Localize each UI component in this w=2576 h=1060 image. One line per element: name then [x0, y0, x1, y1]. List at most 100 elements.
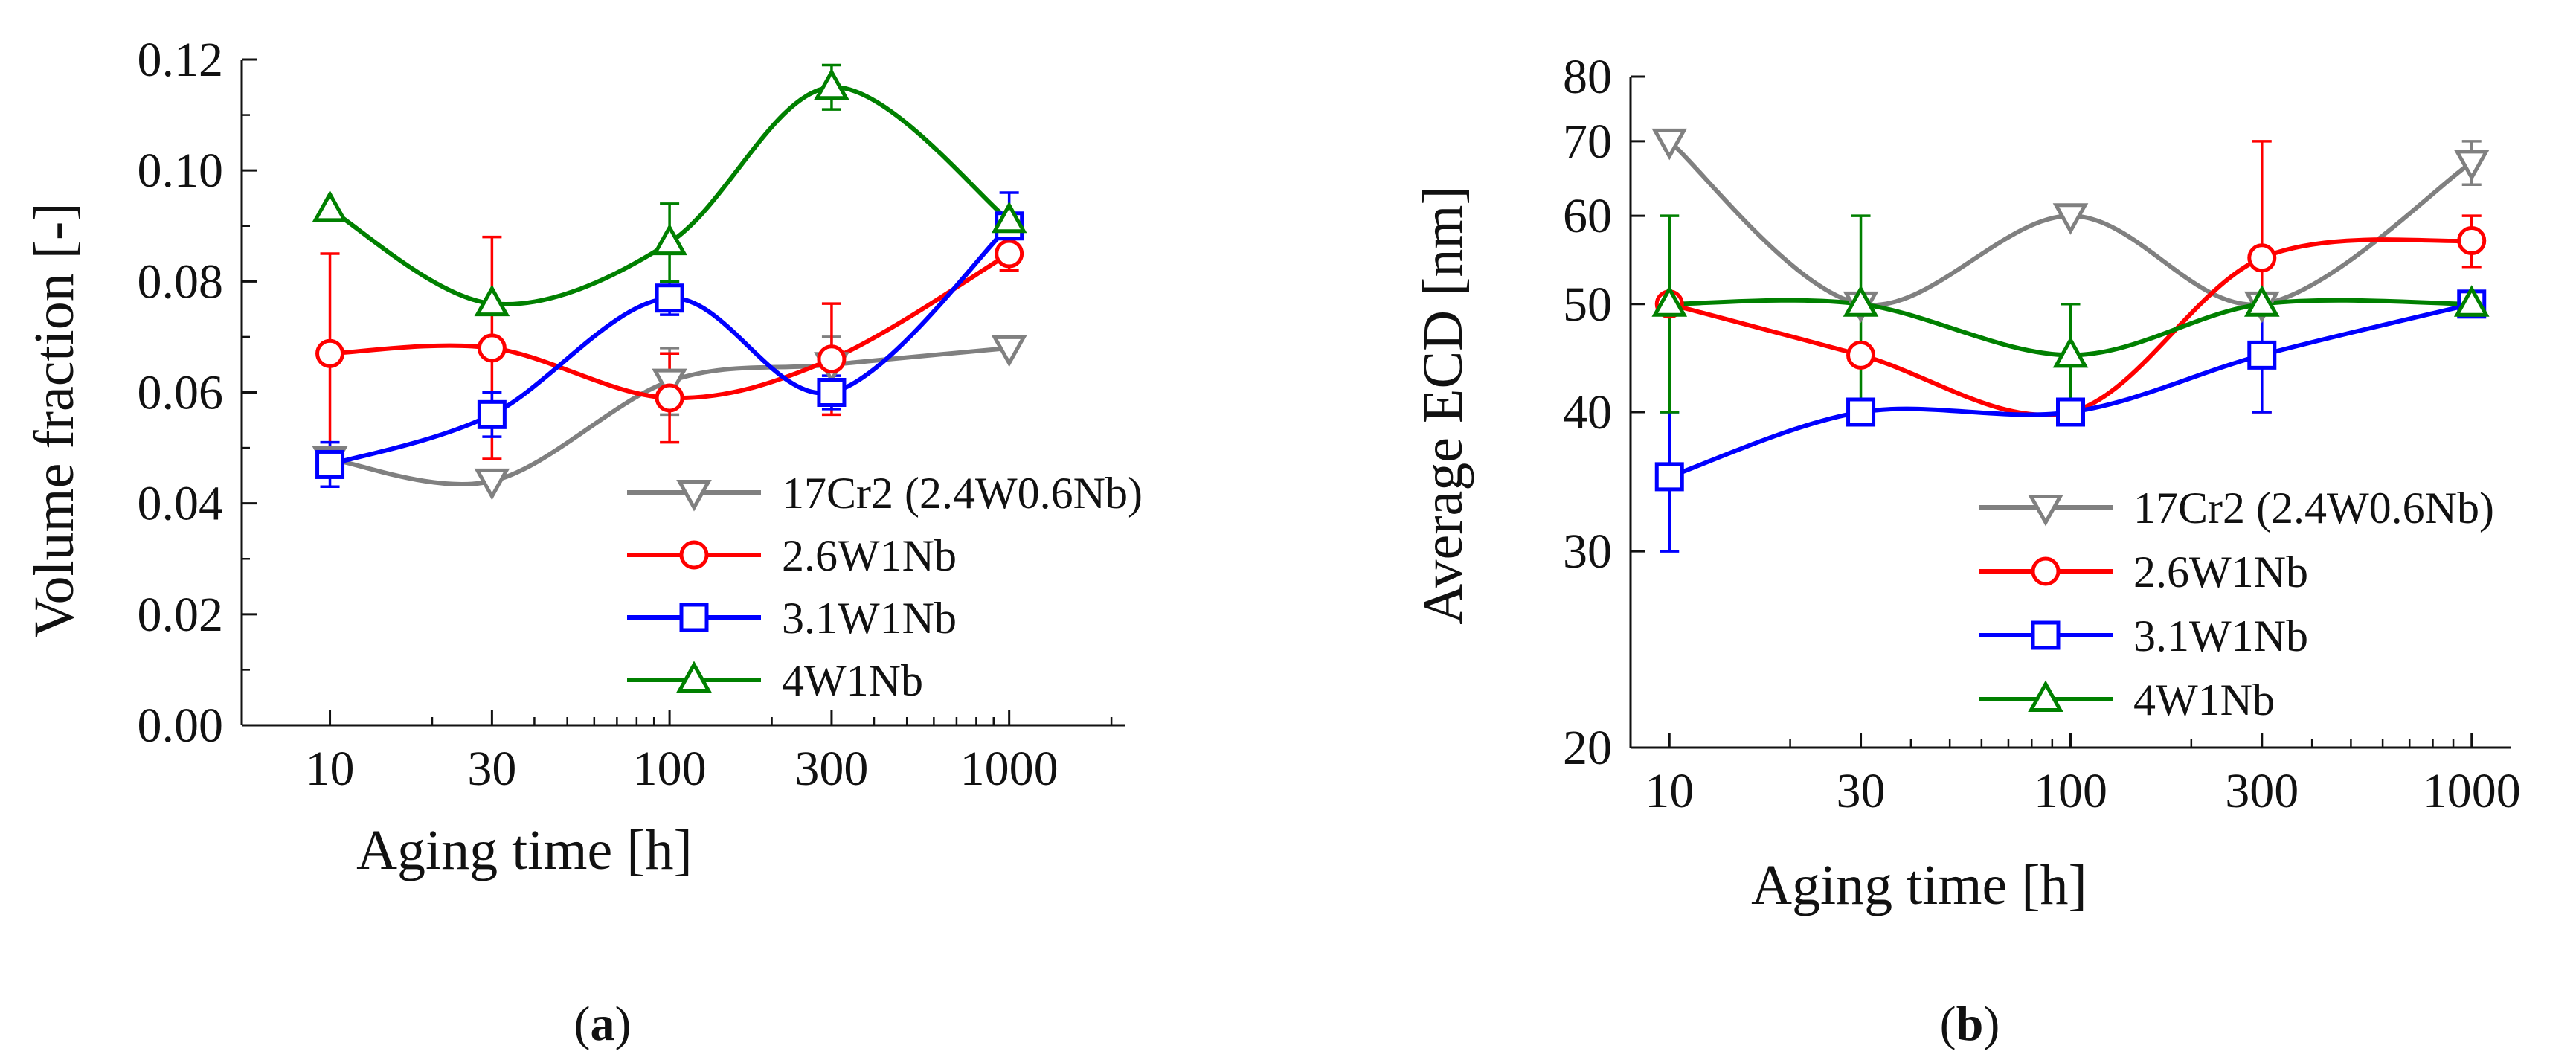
- panel-a-caption: (a): [574, 997, 632, 1051]
- panel-b-legend-label-2-6w1nb: 2.6W1Nb: [2133, 547, 2308, 597]
- panel-a-point-3-1w1nb-300: [817, 378, 847, 407]
- panel-a-y-tick-label-5: 0.10: [138, 144, 224, 198]
- panel-a-point-4w1nb-10: [312, 190, 348, 222]
- panel-b-point-17cr2-2-4w0-6nb-1000: [2453, 150, 2490, 182]
- panel-b-y-tick-label-1: 30: [1563, 524, 1612, 579]
- panel-b-y-axis-label: Average ECD [nm]: [1412, 186, 1474, 624]
- panel-b-legend-label-4w1nb: 4W1Nb: [2133, 675, 2275, 725]
- panel-a-point-4w1nb-300: [814, 68, 849, 100]
- panel-b-y-tick-label-0: 20: [1563, 721, 1612, 775]
- panel-b-point-4w1nb-300: [2243, 285, 2280, 317]
- panel-b-point-3-1w1nb-100: [2056, 397, 2085, 427]
- panel-b-point-3-1w1nb-300: [2247, 340, 2277, 370]
- panel-a-legend-marker-3-1w1nb: [679, 603, 709, 632]
- panel-a-point-3-1w1nb-100: [655, 283, 684, 313]
- panel-a-point-4w1nb-30: [474, 284, 510, 317]
- panel-a-x-tick-label-300: 300: [794, 742, 868, 796]
- panel-a-point-2-6w1nb-10: [315, 338, 345, 368]
- panel-a-point-4w1nb-100: [652, 223, 687, 256]
- panel-a-x-tick-label-30: 30: [467, 742, 516, 796]
- panel-a-x-ticks: 10 30 100 300 1000: [306, 710, 1113, 796]
- panel-a-y-tick-label-6: 0.12: [138, 33, 224, 87]
- panel-b-x-tick-label-100: 100: [2034, 764, 2107, 818]
- panel-b-markers: [1651, 128, 2490, 492]
- panel-b-x-axis-label: Aging time [h]: [1751, 854, 2087, 916]
- panel-a-legend-label-2-6w1nb: 2.6W1Nb: [782, 531, 957, 580]
- panel-a-legend-label-3-1w1nb: 3.1W1Nb: [782, 594, 957, 643]
- panel-a-y-tick-label-0: 0.00: [138, 698, 224, 753]
- panel-a-point-3-1w1nb-10: [315, 449, 345, 479]
- panel-b-x-tick-label-300: 300: [2225, 764, 2299, 818]
- panel-a-point-4w1nb-1000: [991, 201, 1027, 234]
- panel-a-legend-marker-17cr2-2-4w0-6nb: [676, 480, 712, 512]
- panel-b-x-ticks: 10 30 100 300 1000: [1645, 733, 2521, 818]
- panel-a-y-tick-label-3: 0.06: [138, 366, 224, 420]
- panel-a-legend-marker-4w1nb: [676, 661, 712, 693]
- panel-b-caption-open: (: [1940, 997, 1956, 1051]
- panel-b-point-2-6w1nb-300: [2247, 243, 2277, 273]
- panel-a-point-17cr2-2-4w0-6nb-1000: [991, 335, 1027, 367]
- panel-b-y-tick-label-2: 40: [1563, 385, 1612, 440]
- panel-b-point-4w1nb-10: [1651, 285, 1688, 317]
- panel-a-legend-label-17cr2-2-4w0-6nb: 17Cr2 (2.4W0.6Nb): [782, 469, 1143, 518]
- panel-a-x-tick-label-10: 10: [306, 742, 355, 796]
- panel-a-x-axis-label: Aging time [h]: [356, 819, 693, 881]
- panel-b-legend-item-3-1w1nb: 3.1W1Nb: [1979, 611, 2308, 661]
- panel-a-caption-open: (: [574, 997, 591, 1051]
- panel-a-markers: [312, 68, 1027, 501]
- panel-b-average-ecd: 10 30 100 300 1000 20 30 40 50 60 70 80 Aging time…: [1412, 50, 2521, 1051]
- panel-a-point-2-6w1nb-1000: [995, 239, 1024, 269]
- panel-a-y-ticks: 0.00 0.02 0.04 0.06 0.08 0.10 0.12: [138, 33, 257, 753]
- panel-b-point-4w1nb-100: [2052, 335, 2089, 368]
- panel-b-y-tick-label-5: 70: [1563, 115, 1612, 169]
- panel-b-legend-marker-3-1w1nb: [2031, 620, 2061, 650]
- panel-a-legend-label-4w1nb: 4W1Nb: [782, 656, 923, 705]
- panel-a-legend-item-4w1nb: 4W1Nb: [627, 656, 923, 705]
- panel-a-legend-item-3-1w1nb: 3.1W1Nb: [627, 594, 957, 643]
- panel-b-caption-close: ): [1983, 997, 2000, 1051]
- panel-a-point-3-1w1nb-30: [477, 399, 507, 429]
- panel-b-x-tick-label-30: 30: [1837, 764, 1886, 818]
- panel-a-caption-letter: a: [591, 997, 615, 1051]
- panel-a-caption-close: ): [615, 997, 632, 1051]
- panel-b-y-tick-label-6: 80: [1563, 50, 1612, 104]
- panel-b-legend-marker-17cr2-2-4w0-6nb: [2028, 495, 2063, 527]
- panel-a-x-tick-label-1000: 1000: [960, 742, 1059, 796]
- panel-b-legend-label-3-1w1nb: 3.1W1Nb: [2133, 611, 2308, 661]
- panel-a-x-tick-label-100: 100: [633, 742, 707, 796]
- panel-b-point-2-6w1nb-1000: [2457, 226, 2487, 256]
- panel-b-point-4w1nb-30: [1843, 285, 1879, 317]
- panel-b-point-4w1nb-1000: [2453, 285, 2490, 317]
- panel-b-point-17cr2-2-4w0-6nb-10: [1651, 128, 1688, 161]
- panel-a-y-tick-label-2: 0.04: [138, 477, 224, 531]
- panel-a-point-17cr2-2-4w0-6nb-30: [474, 468, 510, 501]
- panel-a-legend-marker-2-6w1nb: [679, 540, 709, 570]
- panel-b-point-2-6w1nb-30: [1846, 340, 1876, 370]
- panel-b-y-tick-label-3: 50: [1563, 277, 1612, 332]
- panel-a-point-2-6w1nb-300: [817, 344, 847, 374]
- panel-b-y-ticks: 20 30 40 50 60 70 80: [1563, 50, 1645, 775]
- panel-b-legend-item-17cr2-2-4w0-6nb: 17Cr2 (2.4W0.6Nb): [1979, 484, 2494, 533]
- panel-b-legend-marker-2-6w1nb: [2031, 556, 2061, 586]
- panel-b-y-tick-label-4: 60: [1563, 189, 1612, 243]
- panel-a-y-tick-label-4: 0.08: [138, 254, 224, 309]
- panel-b-legend-marker-4w1nb: [2028, 680, 2063, 712]
- panel-b-x-tick-label-10: 10: [1645, 764, 1694, 818]
- panel-a-legend-item-17cr2-2-4w0-6nb: 17Cr2 (2.4W0.6Nb): [627, 469, 1143, 518]
- panel-a-legend: 17Cr2 (2.4W0.6Nb) 2.6W1Nb 3.1W1Nb 4W1Nb: [627, 469, 1143, 705]
- panel-b-legend-item-2-6w1nb: 2.6W1Nb: [1979, 547, 2308, 597]
- panel-a-point-2-6w1nb-30: [477, 333, 507, 363]
- panel-b-point-17cr2-2-4w0-6nb-100: [2052, 203, 2089, 235]
- panel-a-volume-fraction: 10 30 100 300 1000 0.000.020.040.060.080.100…: [23, 33, 1143, 1051]
- panel-b-legend-item-4w1nb: 4W1Nb: [1979, 675, 2275, 725]
- panel-a-point-2-6w1nb-100: [655, 383, 684, 413]
- panel-a-legend-item-2-6w1nb: 2.6W1Nb: [627, 531, 957, 580]
- panel-b-caption: (b): [1940, 997, 2000, 1051]
- panel-a-y-axis-label: Volume fraction [-]: [23, 202, 86, 637]
- panel-b-x-tick-label-1000: 1000: [2423, 764, 2521, 818]
- panel-b-point-3-1w1nb-30: [1846, 397, 1876, 427]
- panel-b-caption-letter: b: [1956, 997, 1984, 1051]
- panel-b-point-3-1w1nb-10: [1654, 462, 1684, 492]
- panel-b-legend: 17Cr2 (2.4W0.6Nb) 2.6W1Nb 3.1W1Nb 4W1Nb: [1979, 484, 2494, 725]
